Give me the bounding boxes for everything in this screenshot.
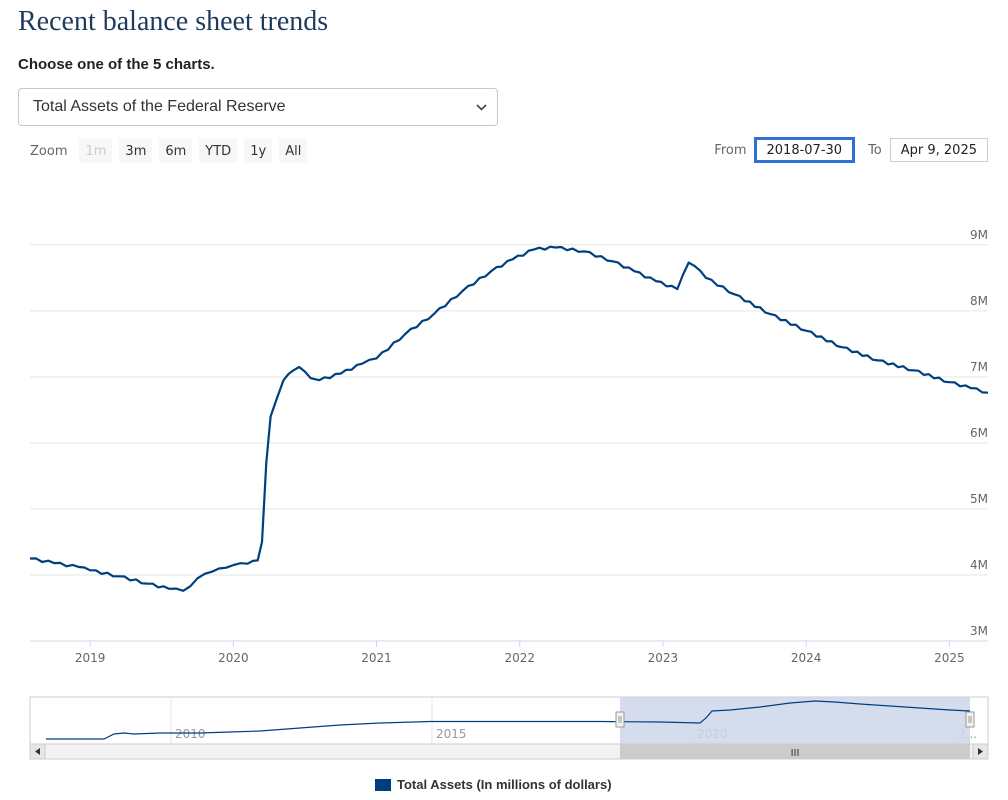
zoom-1m-button[interactable]: 1m bbox=[79, 139, 113, 163]
page-title: Recent balance sheet trends bbox=[18, 6, 329, 37]
y-tick-label: 4M bbox=[970, 558, 988, 572]
chart-chooser-label: Choose one of the 5 charts. bbox=[18, 56, 215, 73]
x-tick-label: 2023 bbox=[648, 651, 679, 665]
x-tick-label: 2024 bbox=[791, 651, 822, 665]
from-date-input[interactable]: 2018-07-30 bbox=[753, 137, 856, 163]
grid-lines bbox=[30, 244, 988, 576]
navigator[interactable]: 2010 2015 2020 2... bbox=[29, 696, 989, 745]
navigator-selected-range[interactable] bbox=[620, 697, 970, 744]
x-axis-ticks: 2019 2020 2021 2022 2023 2024 2025 bbox=[75, 641, 965, 665]
chart-legend[interactable]: Total Assets (In millions of dollars) bbox=[375, 777, 612, 792]
x-tick-label: 2021 bbox=[361, 651, 392, 665]
zoom-6m-button[interactable]: 6m bbox=[159, 139, 193, 163]
navigator-series-line bbox=[46, 700, 971, 740]
y-tick-label: 9M bbox=[970, 228, 988, 242]
zoom-label: Zoom bbox=[30, 143, 68, 159]
y-tick-label: 7M bbox=[970, 360, 988, 374]
date-range-selector: From 2018-07-30 To Apr 9, 2025 bbox=[714, 137, 988, 163]
legend-swatch bbox=[375, 778, 391, 791]
from-label: From bbox=[714, 142, 747, 158]
scroll-left-arrow-icon bbox=[35, 748, 40, 755]
x-tick-label: 2025 bbox=[934, 651, 965, 665]
y-axis-ticks: 3M 4M 5M 6M 7M 8M 9M bbox=[970, 228, 988, 638]
y-tick-label: 5M bbox=[970, 492, 988, 506]
zoom-controls: Zoom 1m 3m 6m YTD 1y All bbox=[30, 139, 314, 163]
y-tick-label: 8M bbox=[970, 294, 988, 308]
legend-label: Total Assets (In millions of dollars) bbox=[397, 777, 612, 792]
y-tick-label: 3M bbox=[970, 624, 988, 638]
chart-select-value: Total Assets of the Federal Reserve bbox=[33, 98, 286, 115]
navigator-tick-2015: 2015 bbox=[436, 727, 467, 741]
x-tick-label: 2020 bbox=[218, 651, 249, 665]
navigator-left-handle[interactable] bbox=[615, 711, 625, 728]
zoom-3m-button[interactable]: 3m bbox=[119, 139, 153, 163]
y-tick-label: 6M bbox=[970, 426, 988, 440]
scroll-right-arrow-icon bbox=[978, 748, 983, 755]
x-tick-label: 2022 bbox=[504, 651, 535, 665]
navigator-right-handle[interactable] bbox=[965, 711, 975, 728]
x-tick-label: 2019 bbox=[75, 651, 106, 665]
to-date-input[interactable]: Apr 9, 2025 bbox=[889, 138, 988, 162]
navigator-scrollbar[interactable]: III bbox=[29, 743, 989, 760]
zoom-1y-button[interactable]: 1y bbox=[244, 139, 273, 163]
scrollbar-thumb[interactable] bbox=[620, 744, 970, 759]
chevron-down-icon bbox=[476, 100, 487, 114]
zoom-ytd-button[interactable]: YTD bbox=[199, 139, 238, 163]
to-label: To bbox=[868, 142, 882, 158]
navigator-tick-2010: 2010 bbox=[175, 727, 206, 741]
scrollbar-grip-icon: III bbox=[791, 748, 800, 759]
chart-select-dropdown[interactable]: Total Assets of the Federal Reserve bbox=[18, 88, 498, 126]
total-assets-series-line bbox=[29, 245, 989, 592]
zoom-all-button[interactable]: All bbox=[279, 139, 308, 163]
